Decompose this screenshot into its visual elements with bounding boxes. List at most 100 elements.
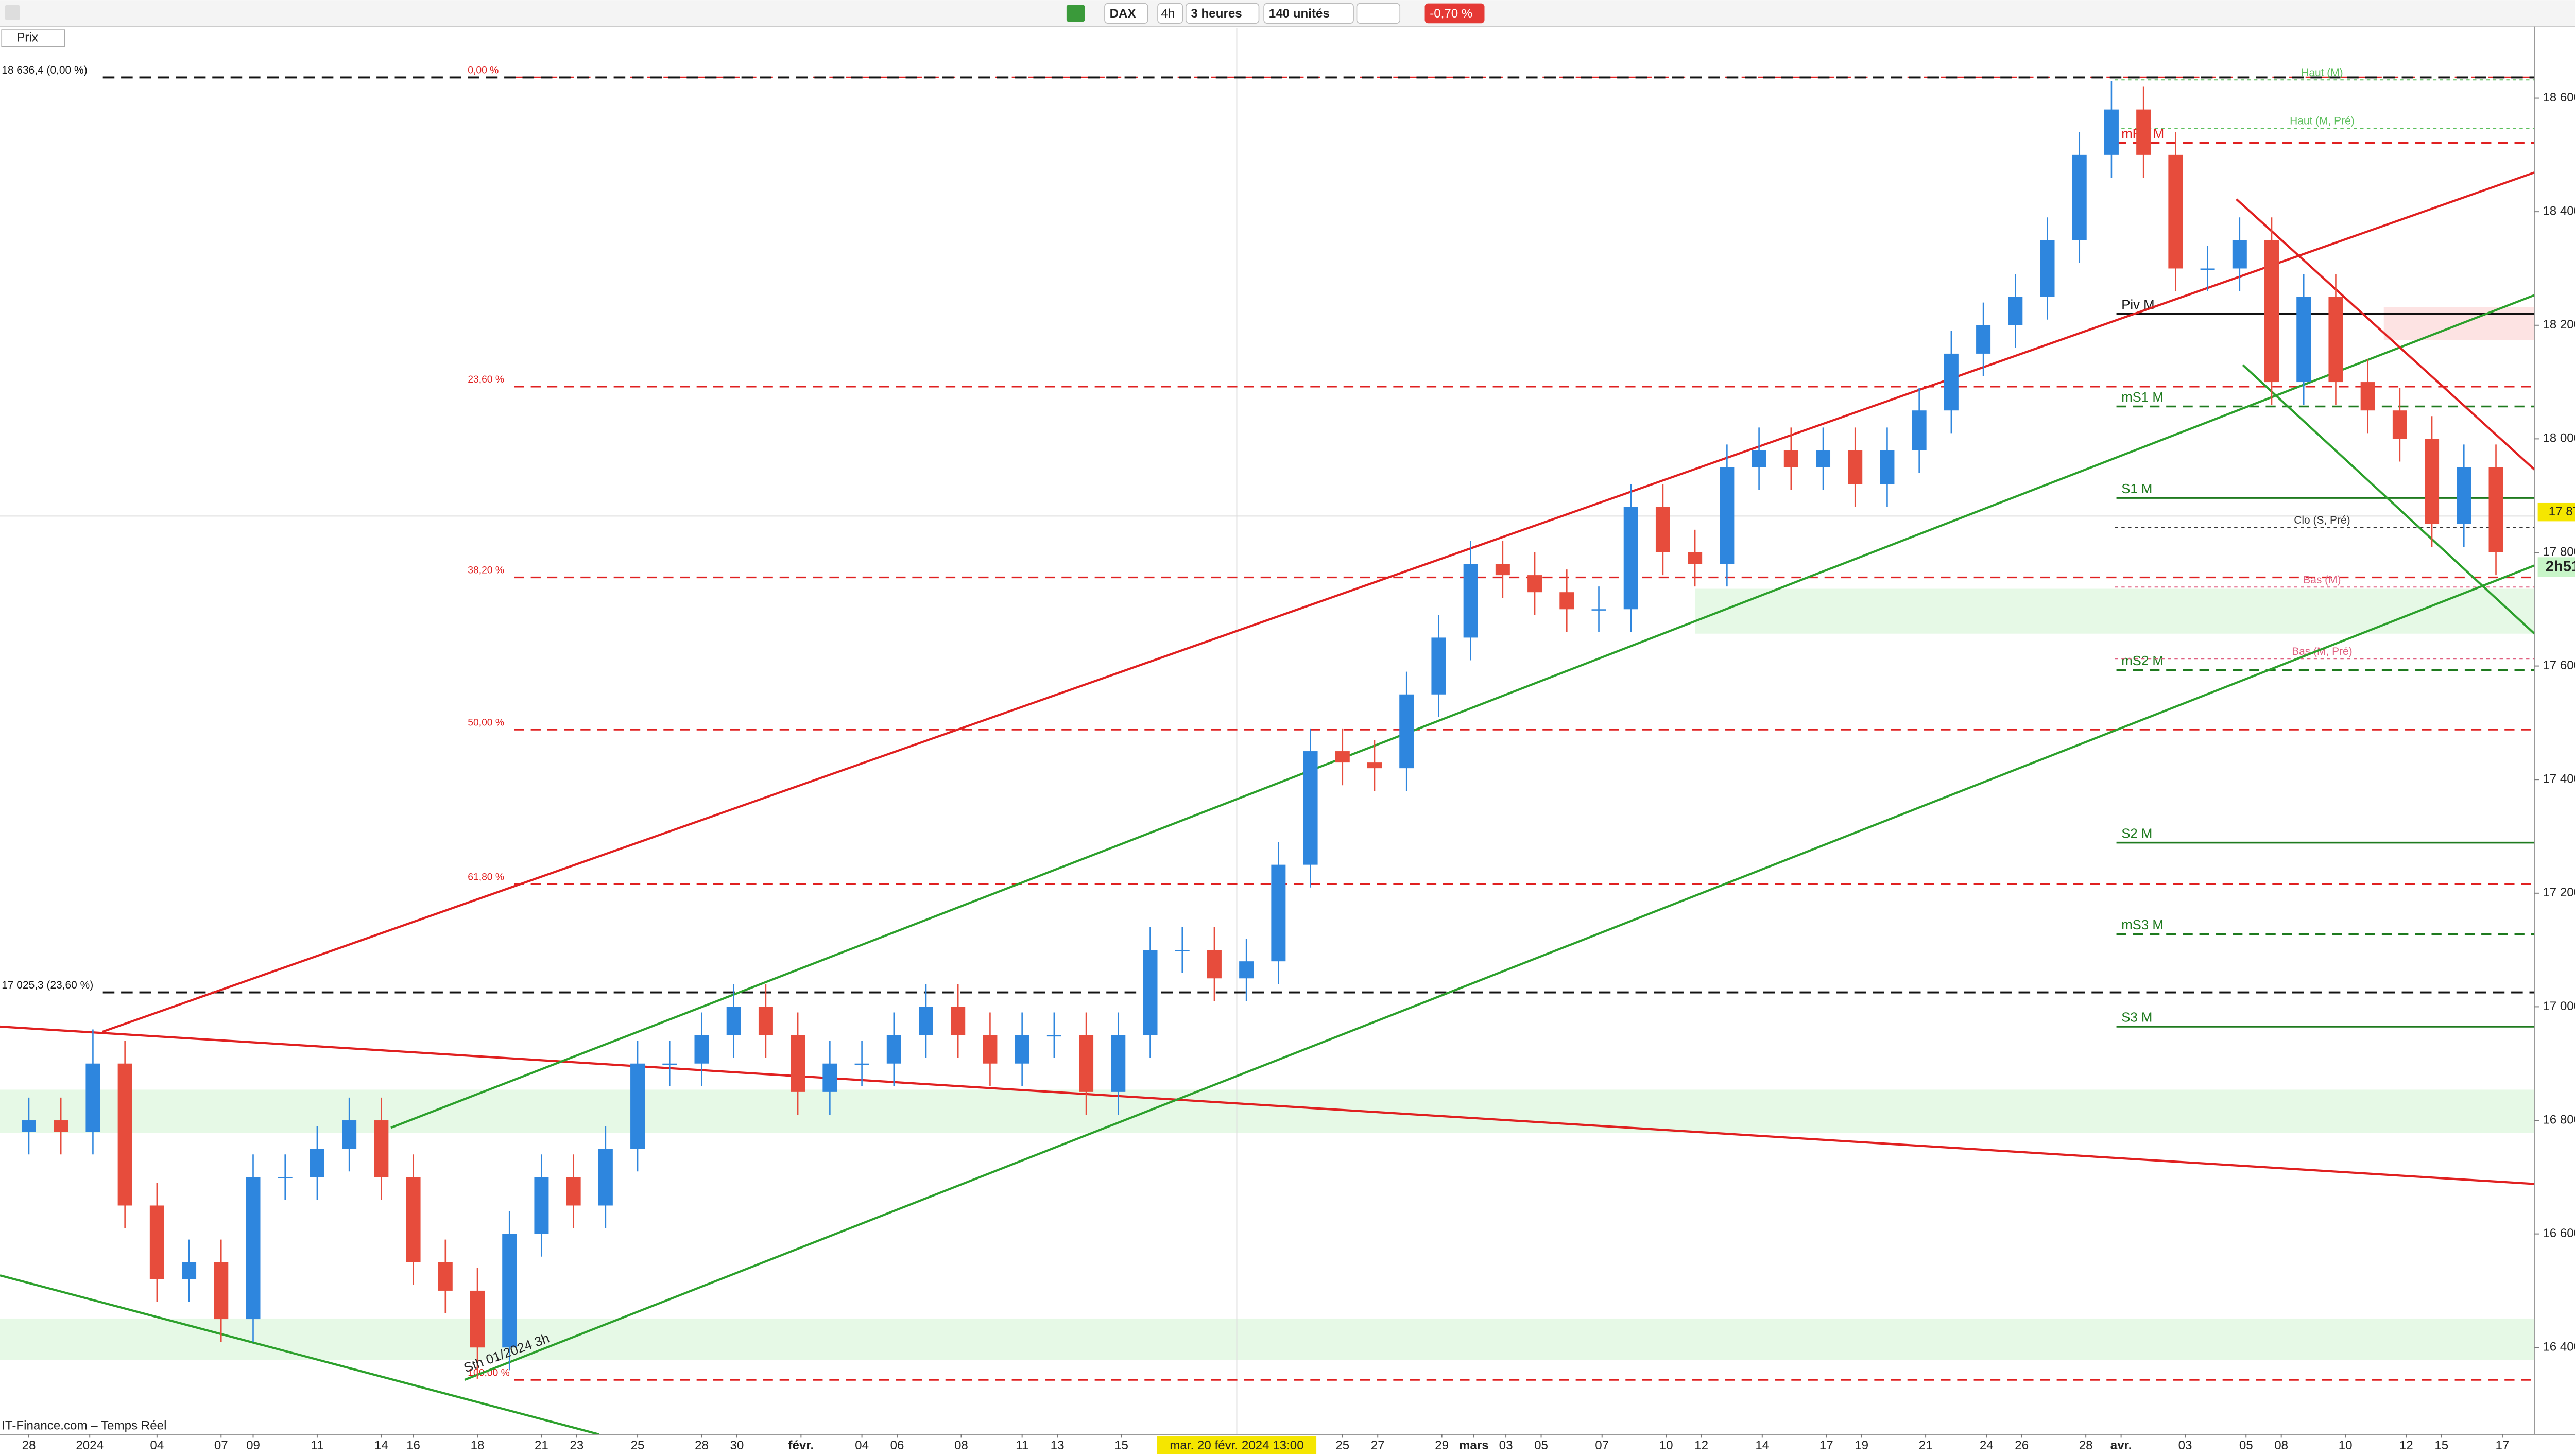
candle-body bbox=[1752, 450, 1766, 467]
candle-body bbox=[246, 1177, 261, 1320]
candle-body bbox=[886, 1035, 901, 1064]
x-tick-label: mars bbox=[1459, 1438, 1489, 1452]
x-tick-label: 17 bbox=[1819, 1438, 1833, 1452]
candle-body bbox=[694, 1035, 709, 1064]
pivot-label: S3 M bbox=[2121, 1011, 2152, 1025]
candle-body bbox=[502, 1234, 517, 1348]
candle-body bbox=[2425, 439, 2440, 524]
x-tick-label: 18 bbox=[471, 1438, 485, 1452]
x-tick-label: 15 bbox=[1114, 1438, 1128, 1452]
range-label: Bas (M, Pré) bbox=[2292, 646, 2352, 657]
y-tick-label: 16 800 bbox=[2543, 1113, 2575, 1126]
candle-body bbox=[1688, 552, 1703, 564]
last-price-box bbox=[2537, 502, 2575, 522]
candle-body bbox=[951, 1007, 966, 1035]
trend-line bbox=[2236, 198, 2535, 471]
candle-body bbox=[1720, 467, 1735, 564]
retracement-label: 17 025,3 (23,60 %) bbox=[2, 979, 93, 991]
fib-label: 0,00 % bbox=[468, 65, 499, 76]
footer: IT-Finance.com – Temps Réel bbox=[2, 1418, 166, 1432]
candle-body bbox=[1976, 325, 1991, 354]
candle-body bbox=[534, 1177, 549, 1234]
x-tick-label: 16 bbox=[406, 1438, 420, 1452]
x-tick-label: 04 bbox=[150, 1438, 164, 1452]
y-tick-label: 18 200 bbox=[2543, 318, 2575, 332]
candle-body bbox=[1207, 950, 1222, 979]
candle-body bbox=[598, 1149, 613, 1206]
symbol-button[interactable] bbox=[1104, 3, 1148, 24]
x-tick-label: 30 bbox=[730, 1438, 744, 1452]
candle-body bbox=[182, 1262, 197, 1279]
y-tick-label: 16 400 bbox=[2543, 1340, 2575, 1354]
y-tick-label: 17 800 bbox=[2543, 545, 2575, 559]
candle-body bbox=[85, 1063, 100, 1132]
x-tick-label: 14 bbox=[1755, 1438, 1769, 1452]
x-tick-label: 05 bbox=[2239, 1438, 2253, 1452]
units-button[interactable] bbox=[1263, 3, 1354, 24]
zone bbox=[0, 1089, 2535, 1133]
x-tick-label: avr. bbox=[2110, 1438, 2132, 1452]
y-tick-label: 18 400 bbox=[2543, 204, 2575, 218]
x-tick-label: févr. bbox=[788, 1438, 814, 1452]
x-tick-label: 28 bbox=[695, 1438, 709, 1452]
candle-body bbox=[1527, 575, 1542, 593]
candle-body bbox=[1912, 410, 1927, 450]
candle-body bbox=[2392, 410, 2407, 439]
x-tick-label: 26 bbox=[2015, 1438, 2029, 1452]
candle-body bbox=[2296, 297, 2311, 383]
x-tick-label: 11 bbox=[1016, 1438, 1028, 1452]
period-button[interactable] bbox=[1185, 3, 1260, 24]
candle-body bbox=[54, 1120, 68, 1132]
candle-body bbox=[2200, 268, 2215, 270]
x-tick-label: 07 bbox=[1595, 1438, 1609, 1452]
chart-type-button[interactable] bbox=[1356, 3, 1401, 24]
x-tick-label: 10 bbox=[1659, 1438, 1673, 1452]
candle-body bbox=[1431, 637, 1446, 695]
candle-body bbox=[1079, 1035, 1094, 1092]
interval-button[interactable] bbox=[1157, 3, 1183, 24]
x-tick-label: 04 bbox=[855, 1438, 869, 1452]
x-tick-label: 12 bbox=[2399, 1438, 2413, 1452]
y-tick-label: 17 600 bbox=[2543, 658, 2575, 672]
x-tick-label: 28 bbox=[22, 1438, 36, 1452]
candle-body bbox=[822, 1063, 837, 1092]
x-tick-label: 11 bbox=[311, 1438, 323, 1452]
fib-label: 38,20 % bbox=[468, 565, 504, 576]
countdown: 2h51m bbox=[2546, 558, 2575, 575]
candle-body bbox=[1848, 450, 1863, 484]
zone bbox=[1695, 588, 2535, 634]
x-tick-label: 10 bbox=[2339, 1438, 2353, 1452]
candle-body bbox=[1591, 609, 1606, 611]
candle-body bbox=[1880, 450, 1895, 484]
candle-body bbox=[1046, 1035, 1061, 1037]
candle-body bbox=[2360, 382, 2375, 411]
candle-body bbox=[758, 1007, 773, 1035]
crosshair-date: mar. 20 févr. 2024 13:00 bbox=[1170, 1438, 1303, 1452]
x-tick-label: 07 bbox=[214, 1438, 228, 1452]
trend-line bbox=[2242, 364, 2535, 635]
interval: 4h bbox=[1161, 7, 1175, 21]
range-label: Haut (M) bbox=[2301, 67, 2343, 79]
range-label: Clo (S, Pré) bbox=[2294, 514, 2350, 526]
candle-body bbox=[2457, 467, 2471, 524]
candle-body bbox=[1175, 950, 1190, 951]
candle-body bbox=[1623, 507, 1638, 610]
candle-body bbox=[1111, 1035, 1126, 1092]
candle-body bbox=[1239, 961, 1254, 979]
chart-icon[interactable] bbox=[1066, 5, 1085, 22]
candle-body bbox=[374, 1120, 389, 1177]
candle-body bbox=[1367, 762, 1382, 769]
candle-body bbox=[1271, 864, 1286, 962]
candle-body bbox=[1143, 950, 1158, 1035]
x-tick-label: 14 bbox=[374, 1438, 388, 1452]
candle-body bbox=[406, 1177, 421, 1262]
retracement-label: 18 636,4 (0,00 %) bbox=[2, 64, 87, 76]
menu-icon[interactable] bbox=[5, 5, 20, 20]
countdown-box bbox=[2537, 557, 2575, 577]
symbol: DAX bbox=[1110, 7, 1136, 21]
trend-line bbox=[390, 294, 2535, 1129]
x-tick-label: 06 bbox=[890, 1438, 904, 1452]
pane-tab[interactable] bbox=[1, 29, 65, 47]
candle-body bbox=[2040, 240, 2055, 297]
